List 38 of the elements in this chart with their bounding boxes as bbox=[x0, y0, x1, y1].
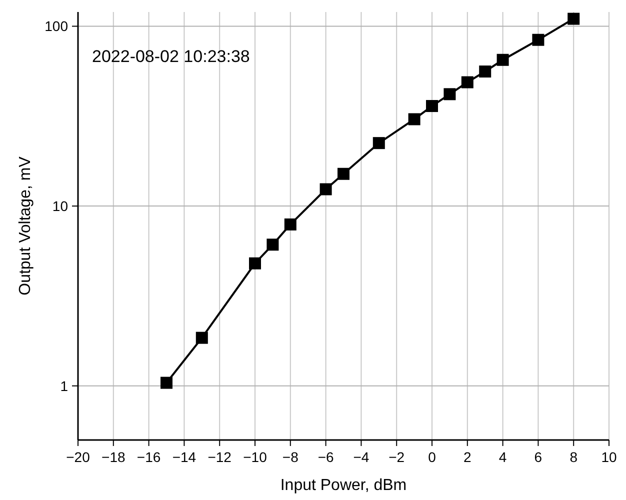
point bbox=[479, 66, 492, 78]
y-tick-label: 1 bbox=[60, 378, 68, 394]
x-tick-label: −18 bbox=[102, 449, 126, 465]
x-tick-label: 4 bbox=[498, 449, 507, 465]
x-tick-label: −8 bbox=[282, 449, 299, 465]
point bbox=[320, 183, 332, 196]
x-tick-label: −16 bbox=[136, 449, 161, 465]
point bbox=[338, 168, 350, 180]
point bbox=[426, 100, 438, 112]
point bbox=[372, 137, 385, 150]
x-tick-label: 6 bbox=[534, 449, 542, 465]
x-tick-label: −14 bbox=[172, 449, 196, 465]
point bbox=[568, 12, 580, 25]
point bbox=[160, 376, 172, 389]
point bbox=[196, 332, 208, 344]
y-tick-label: 10 bbox=[52, 198, 68, 214]
point bbox=[532, 34, 544, 46]
x-tick-label: 2 bbox=[464, 449, 472, 465]
x-tick-label: −2 bbox=[388, 449, 405, 465]
point bbox=[461, 76, 474, 88]
point bbox=[266, 238, 279, 251]
y-tick-label: 100 bbox=[44, 18, 68, 34]
x-axis-title: Input Power, dBm bbox=[280, 477, 407, 494]
y-axis-title: Output Voltage, mV bbox=[17, 156, 34, 296]
x-tick-label: −10 bbox=[243, 449, 268, 465]
point bbox=[284, 218, 296, 230]
point bbox=[249, 257, 261, 270]
x-tick-label: 0 bbox=[428, 449, 436, 465]
x-tick-label: −20 bbox=[66, 449, 90, 465]
x-tick-label: −4 bbox=[353, 449, 370, 465]
point bbox=[444, 88, 456, 100]
annotation: 2022-08-02 10:23:38 bbox=[92, 47, 250, 66]
point bbox=[496, 54, 509, 66]
x-tick-label: −12 bbox=[208, 449, 232, 465]
x-tick-label: 10 bbox=[601, 449, 617, 465]
point bbox=[408, 113, 420, 126]
x-tick-label: −6 bbox=[318, 449, 334, 465]
x-tick-label: 8 bbox=[570, 449, 578, 465]
